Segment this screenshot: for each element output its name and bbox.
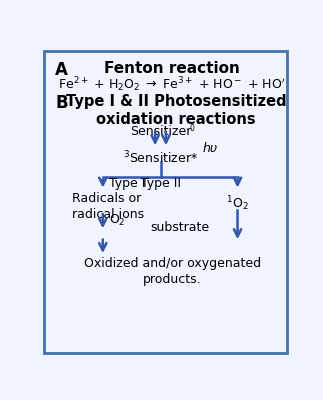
Text: Type II: Type II [141, 177, 181, 190]
Text: substrate: substrate [150, 221, 209, 234]
Text: hυ: hυ [203, 142, 218, 155]
FancyBboxPatch shape [44, 51, 287, 353]
Text: B: B [55, 94, 68, 112]
Text: Radicals or
radical ions: Radicals or radical ions [72, 192, 144, 221]
Text: A: A [55, 61, 68, 79]
Text: Type I: Type I [109, 177, 145, 190]
Text: Type I & II Photosensitized
oxidation reactions: Type I & II Photosensitized oxidation re… [66, 94, 286, 127]
Text: $_0$: $_0$ [189, 123, 195, 135]
Text: Oxidized and/or oxygenated
products.: Oxidized and/or oxygenated products. [84, 258, 261, 286]
Text: $^3$Sensitizer*: $^3$Sensitizer* [123, 150, 198, 166]
Text: $^1$O$_2$: $^1$O$_2$ [226, 194, 249, 213]
Text: Fenton reaction: Fenton reaction [104, 61, 240, 76]
Text: O$_2$: O$_2$ [109, 213, 126, 228]
Text: Fe$^{2+}$ + H$_2$O$_2$ $\rightarrow$ Fe$^{3+}$ + HO$^-$ + HO$^{\prime}$: Fe$^{2+}$ + H$_2$O$_2$ $\rightarrow$ Fe$… [58, 75, 286, 94]
Text: Sensitizer: Sensitizer [130, 125, 191, 138]
